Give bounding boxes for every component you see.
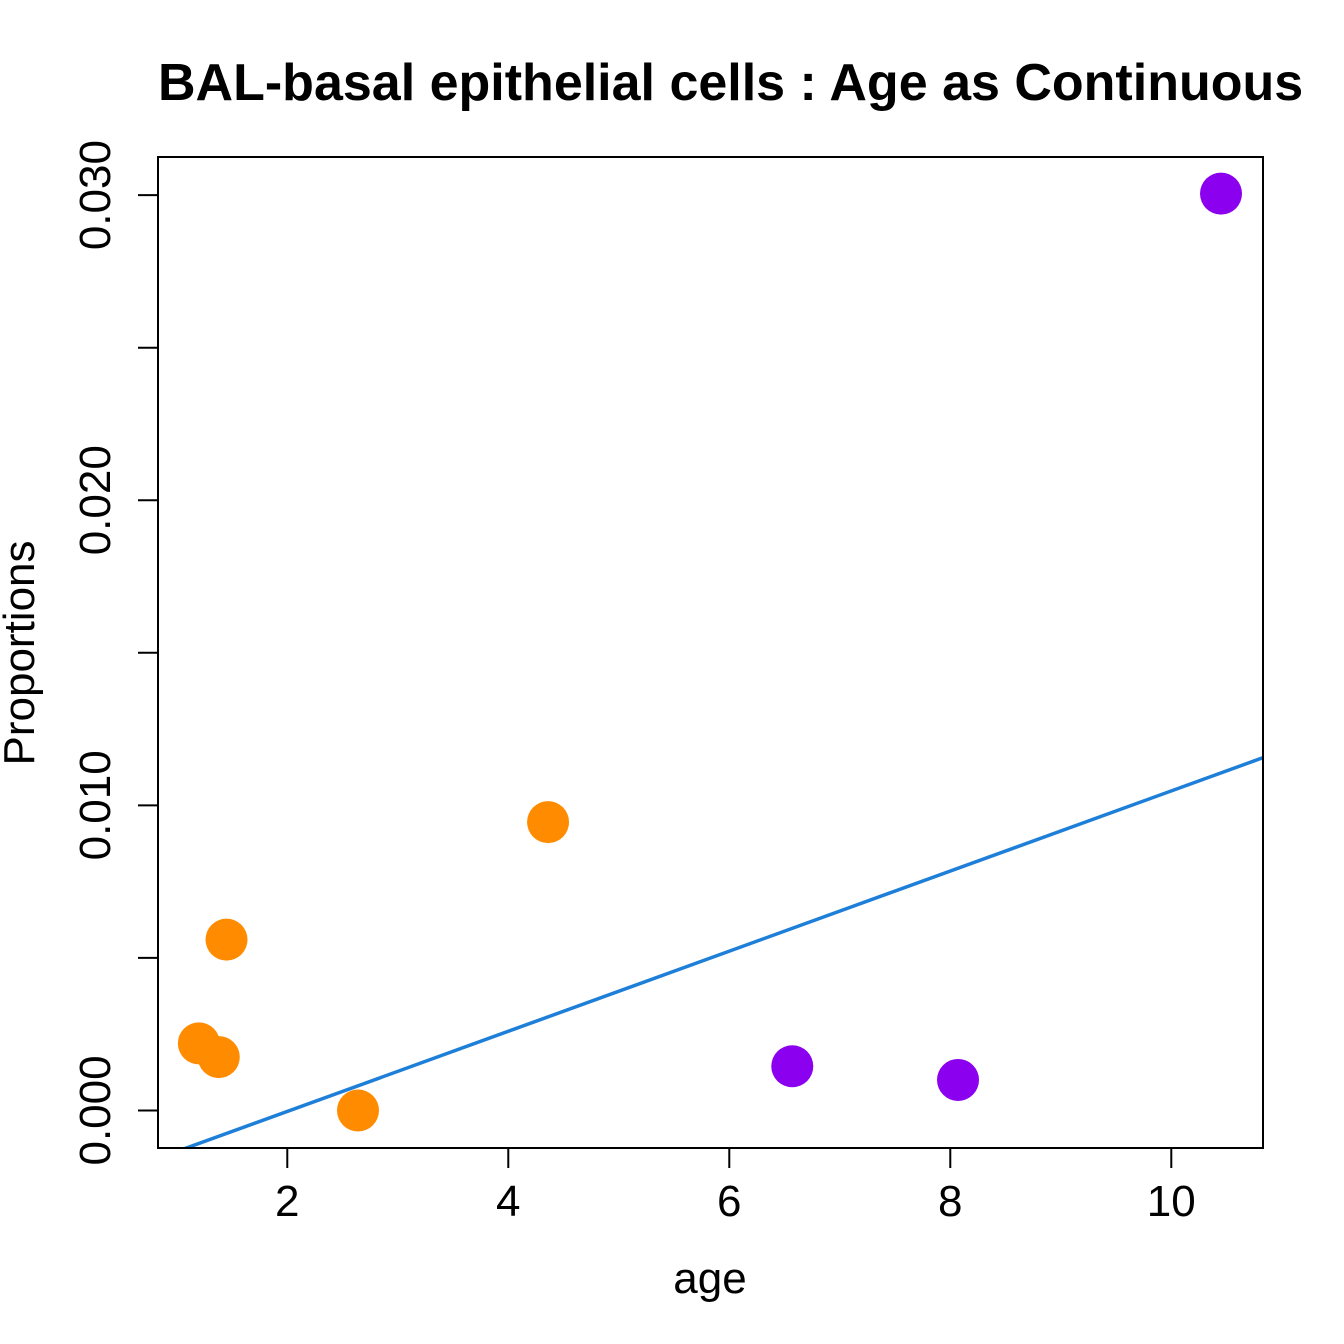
data-point-3 [205,918,248,961]
x-tick-label-6: 6 [717,1177,741,1226]
y-tick-label-0: 0.000 [71,1055,120,1165]
y-axis-label: Proportions [0,540,44,765]
data-point-8 [1200,172,1243,215]
y-tick-label-6: 0.030 [71,140,120,250]
plot-frame [157,156,1264,1149]
x-tick-label-2: 2 [275,1177,299,1226]
fit-line [181,756,1263,1148]
x-axis-label: age [673,1254,746,1303]
data-point-5 [527,801,570,844]
plot-area: 2 4 6 8 10 0.000 0.010 0.020 0.030 [71,140,1264,1226]
y-tick-label-4: 0.020 [71,445,120,555]
data-point-7 [937,1058,980,1101]
data-point-2 [197,1036,240,1079]
data-point-6 [771,1045,814,1088]
x-tick-label-4: 4 [496,1177,520,1226]
x-tick-label-10: 10 [1147,1177,1196,1226]
data-point-4 [337,1089,380,1132]
chart-title: BAL-basal epithelial cells : Age as Cont… [158,54,1303,112]
x-tick-label-8: 8 [938,1177,962,1226]
y-tick-label-2: 0.010 [71,750,120,860]
